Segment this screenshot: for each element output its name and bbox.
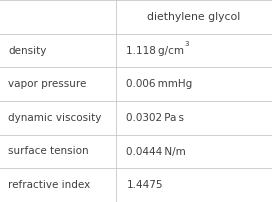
Text: diethylene glycol: diethylene glycol	[147, 12, 240, 22]
Text: 1.118 g/cm: 1.118 g/cm	[126, 45, 184, 56]
Text: 0.006 mmHg: 0.006 mmHg	[126, 79, 193, 89]
Text: 1.4475: 1.4475	[126, 180, 163, 190]
Text: refractive index: refractive index	[8, 180, 90, 190]
Text: vapor pressure: vapor pressure	[8, 79, 86, 89]
Text: 0.0444 N/m: 0.0444 N/m	[126, 146, 186, 157]
Text: surface tension: surface tension	[8, 146, 89, 157]
Text: density: density	[8, 45, 47, 56]
Text: 0.0302 Pa s: 0.0302 Pa s	[126, 113, 184, 123]
Text: 3: 3	[184, 41, 189, 47]
Text: dynamic viscosity: dynamic viscosity	[8, 113, 101, 123]
